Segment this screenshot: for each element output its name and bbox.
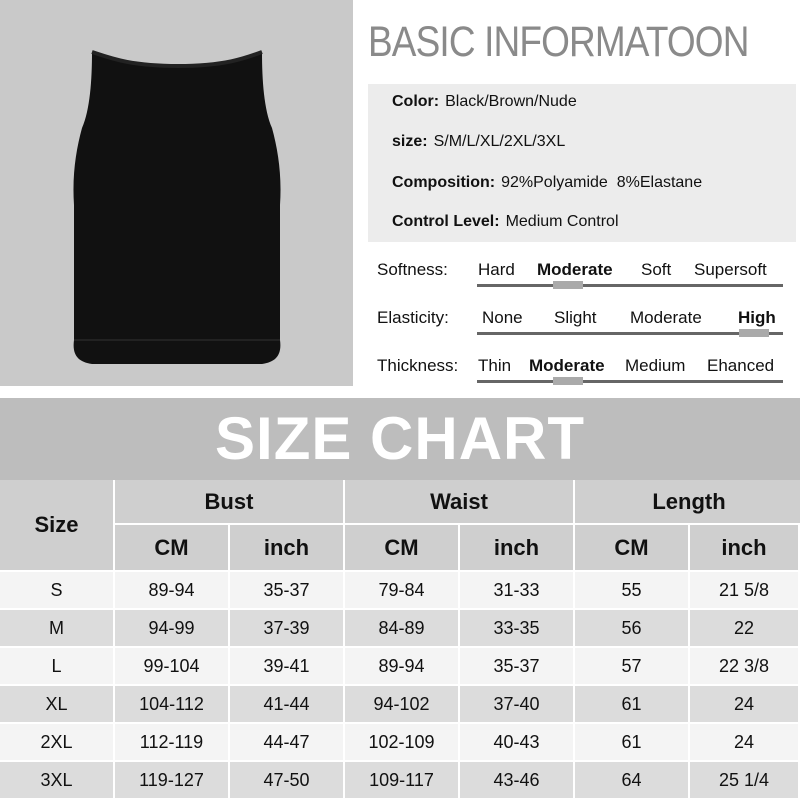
basic-info-box: Color: Black/Brown/Nude size: S/M/L/XL/2XL… xyxy=(368,84,796,242)
size-cell: XL xyxy=(0,686,115,724)
info-control-level: Control Level: Medium Control xyxy=(392,213,619,230)
size-cell: L xyxy=(0,648,115,686)
size-cell: S xyxy=(0,572,115,610)
scale-track xyxy=(477,284,783,287)
size-cell: 3XL xyxy=(0,762,115,800)
group-header-waist: Waist xyxy=(345,480,575,525)
size-chart: SIZE CHART Size Bust Waist Length CM inch CM in… xyxy=(0,398,800,800)
scale-track xyxy=(477,332,783,335)
size-header: Size xyxy=(0,480,115,572)
scale-option: Moderate xyxy=(529,356,605,375)
table-cell: 79-84 xyxy=(345,572,460,610)
table-cell: 39-41 xyxy=(230,648,345,686)
scale-option: Moderate xyxy=(537,260,613,279)
scale-option: Ehanced xyxy=(707,356,775,375)
unit-header: inch xyxy=(230,525,345,572)
table-cell: 119-127 xyxy=(115,762,230,800)
scale-track xyxy=(477,380,783,383)
scale-option: Hard xyxy=(478,260,515,279)
scale-option: Moderate xyxy=(630,308,702,327)
size-cell: 2XL xyxy=(0,724,115,762)
scale-option: High xyxy=(738,308,776,327)
table-cell: 89-94 xyxy=(345,648,460,686)
table-cell: 24 xyxy=(690,724,800,762)
table-cell: 40-43 xyxy=(460,724,575,762)
scale-indicator xyxy=(739,329,769,337)
unit-header: CM xyxy=(345,525,460,572)
group-header-bust: Bust xyxy=(115,480,345,525)
table-cell: 21 5/8 xyxy=(690,572,800,610)
scale-option: Thin xyxy=(478,356,512,375)
table-cell: 22 3/8 xyxy=(690,648,800,686)
black-tank-top-image xyxy=(73,50,281,364)
table-cell: 102-109 xyxy=(345,724,460,762)
scale-label: Thickness: xyxy=(377,356,459,375)
table-cell: 61 xyxy=(575,724,690,762)
scale-indicator xyxy=(553,281,583,289)
table-cell: 37-40 xyxy=(460,686,575,724)
table-cell: 33-35 xyxy=(460,610,575,648)
table-cell: 24 xyxy=(690,686,800,724)
table-cell: 61 xyxy=(575,686,690,724)
info-color: Color: Black/Brown/Nude xyxy=(392,93,577,110)
table-cell: 109-117 xyxy=(345,762,460,800)
table-cell: 89-94 xyxy=(115,572,230,610)
table-cell: 64 xyxy=(575,762,690,800)
table-cell: 104-112 xyxy=(115,686,230,724)
scale-option: None xyxy=(482,308,523,327)
basic-info-title: BASIC INFORMATOON xyxy=(368,18,749,66)
table-cell: 99-104 xyxy=(115,648,230,686)
table-cell: 94-99 xyxy=(115,610,230,648)
info-composition: Composition: 92%Polyamide 8%Elastane xyxy=(392,174,703,191)
table-cell: 35-37 xyxy=(230,572,345,610)
table-cell: 112-119 xyxy=(115,724,230,762)
unit-header: inch xyxy=(690,525,800,572)
scale-label: Elasticity: xyxy=(377,308,449,327)
scale-option: Slight xyxy=(554,308,597,327)
scale-option: Supersoft xyxy=(694,260,767,279)
scale-elasticity: Elasticity: None Slight Moderate High xyxy=(377,308,797,352)
table-cell: 44-47 xyxy=(230,724,345,762)
scale-indicator xyxy=(553,377,583,385)
scale-option: Medium xyxy=(625,356,686,375)
scale-thickness: Thickness: Thin Moderate Medium Ehanced xyxy=(377,356,797,400)
table-cell: 37-39 xyxy=(230,610,345,648)
table-cell: 43-46 xyxy=(460,762,575,800)
table-cell: 47-50 xyxy=(230,762,345,800)
scale-label: Softness: xyxy=(377,260,448,279)
size-cell: M xyxy=(0,610,115,648)
table-cell: 35-37 xyxy=(460,648,575,686)
table-cell: 55 xyxy=(575,572,690,610)
unit-header: CM xyxy=(115,525,230,572)
unit-header: inch xyxy=(460,525,575,572)
table-cell: 41-44 xyxy=(230,686,345,724)
table-cell: 22 xyxy=(690,610,800,648)
scale-option: Soft xyxy=(641,260,672,279)
table-cell: 56 xyxy=(575,610,690,648)
table-cell: 84-89 xyxy=(345,610,460,648)
group-header-length: Length xyxy=(575,480,800,525)
table-cell: 57 xyxy=(575,648,690,686)
size-chart-title: SIZE CHART xyxy=(0,398,800,480)
scale-softness: Softness: Hard Moderate Soft Supersoft xyxy=(377,260,797,304)
product-photo xyxy=(0,0,353,386)
table-cell: 31-33 xyxy=(460,572,575,610)
table-cell: 25 1/4 xyxy=(690,762,800,800)
info-size: size: S/M/L/XL/2XL/3XL xyxy=(392,133,566,150)
unit-header: CM xyxy=(575,525,690,572)
table-cell: 94-102 xyxy=(345,686,460,724)
